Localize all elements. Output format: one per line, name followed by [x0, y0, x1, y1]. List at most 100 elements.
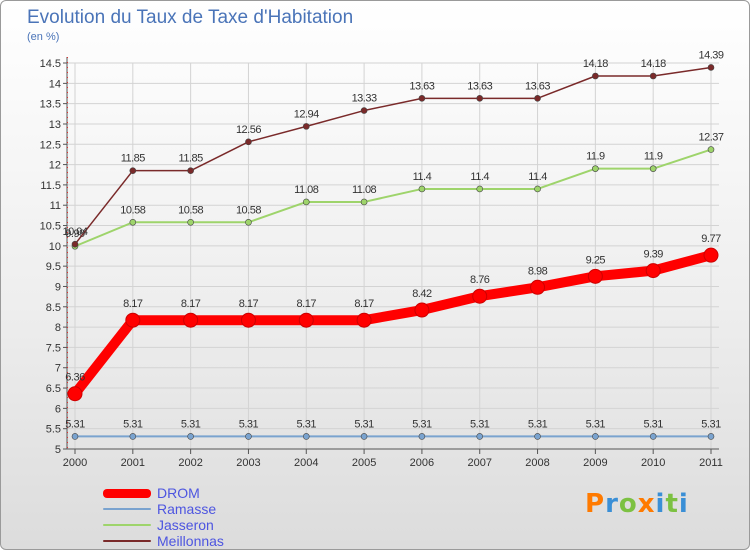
data-point-drom [472, 288, 488, 304]
logo-letter: t [665, 489, 679, 519]
x-tick-label: 2010 [641, 457, 665, 469]
y-tick-label: 11.5 [40, 180, 61, 192]
data-label-meillonnas: 14.39 [698, 49, 723, 61]
y-tick-label: 14.5 [40, 58, 61, 70]
legend-swatch-ramasse [103, 508, 151, 510]
chart-subtitle: (en %) [27, 31, 60, 43]
data-point-jasseron [592, 165, 599, 172]
y-tick-label: 12.5 [40, 139, 61, 151]
data-point-meillonnas [302, 123, 310, 130]
y-tick-label: 8.5 [46, 302, 61, 314]
data-point-ramasse [71, 433, 79, 440]
data-label-jasseron: 11.4 [413, 171, 432, 183]
logo-letter: P [585, 489, 606, 519]
data-label-jasseron: 11.9 [586, 151, 605, 163]
data-label-ramasse: 5.31 [297, 418, 317, 430]
data-label-ramasse: 5.31 [412, 418, 432, 430]
y-tick-label: 5.5 [46, 424, 61, 436]
data-point-drom [240, 312, 256, 328]
data-label-jasseron: 11.9 [644, 151, 663, 163]
data-point-meillonnas [592, 72, 599, 80]
data-point-jasseron [302, 198, 310, 206]
chart-title: Evolution du Taux de Taxe d'Habitation [27, 7, 354, 28]
data-point-ramasse [707, 433, 715, 440]
data-label-drom: 8.98 [528, 265, 548, 277]
data-label-drom: 9.25 [586, 254, 606, 266]
data-label-meillonnas: 12.94 [294, 108, 319, 120]
data-label-ramasse: 5.31 [65, 418, 85, 430]
data-label-drom: 8.17 [297, 298, 317, 310]
x-tick-label: 2005 [352, 457, 376, 469]
data-point-ramasse [534, 433, 541, 440]
data-point-meillonnas [187, 167, 194, 174]
legend-item-jasseron: Jasseron [103, 517, 224, 533]
data-label-jasseron: 11.08 [352, 184, 377, 196]
data-point-ramasse [302, 433, 310, 440]
legend-swatch-drom [103, 488, 151, 498]
data-point-jasseron [418, 185, 426, 193]
y-tick-label: 12 [49, 160, 61, 172]
data-point-ramasse [129, 433, 137, 440]
data-label-ramasse: 5.31 [528, 418, 548, 430]
x-tick-label: 2003 [236, 457, 260, 469]
data-point-jasseron [649, 165, 657, 172]
x-tick-label: 2004 [294, 457, 318, 469]
legend-item-ramasse: Ramasse [103, 501, 224, 517]
data-label-jasseron: 10.58 [236, 204, 261, 216]
y-tick-label: 6.5 [46, 383, 61, 395]
legend-item-drom: DROM [103, 485, 224, 501]
x-tick-label: 2008 [525, 457, 549, 469]
x-tick-label: 2001 [121, 457, 145, 469]
data-label-meillonnas: 12.56 [236, 124, 261, 136]
y-tick-label: 5 [55, 444, 61, 456]
data-label-jasseron: 11.4 [470, 171, 489, 183]
x-tick-label: 2007 [467, 457, 491, 469]
data-point-ramasse [418, 433, 426, 440]
data-point-drom [703, 247, 719, 263]
data-label-meillonnas: 13.63 [525, 80, 550, 92]
x-tick-label: 2011 [699, 457, 723, 469]
legend: DROM Ramasse Jasseron Meillonnas [103, 485, 224, 549]
data-point-jasseron [707, 146, 715, 153]
data-label-ramasse: 5.31 [354, 418, 374, 430]
data-label-drom: 8.76 [470, 274, 490, 286]
data-label-meillonnas: 13.63 [409, 80, 434, 92]
data-point-drom [298, 312, 314, 328]
data-label-meillonnas: 13.63 [467, 80, 492, 92]
data-label-drom: 8.17 [354, 298, 374, 310]
y-tick-label: 10.5 [40, 221, 61, 233]
data-point-ramasse [187, 433, 194, 440]
data-label-ramasse: 5.31 [123, 418, 143, 430]
x-tick-label: 2002 [178, 457, 202, 469]
legend-label-meillonnas: Meillonnas [157, 533, 224, 549]
logo-letter: o [618, 489, 638, 519]
data-point-jasseron [245, 218, 252, 226]
legend-item-meillonnas: Meillonnas [103, 533, 224, 549]
data-label-jasseron: 11.4 [528, 171, 547, 183]
data-point-meillonnas [129, 167, 137, 174]
data-point-ramasse [476, 433, 484, 440]
series-line-drom [70, 250, 716, 399]
data-point-drom [414, 302, 430, 318]
legend-swatch-meillonnas [103, 540, 151, 542]
data-point-jasseron [476, 185, 484, 193]
data-point-meillonnas [534, 95, 541, 102]
data-point-meillonnas [707, 64, 715, 71]
data-label-meillonnas: 13.33 [352, 93, 377, 105]
logo-letter: r [605, 489, 619, 519]
y-tick-label: 9.5 [46, 261, 61, 273]
data-label-drom: 8.17 [181, 298, 201, 310]
data-point-meillonnas [476, 95, 484, 102]
data-label-ramasse: 5.31 [586, 418, 606, 430]
legend-label-ramasse: Ramasse [157, 501, 217, 517]
legend-swatch-jasseron [103, 524, 151, 526]
data-label-meillonnas: 14.18 [641, 58, 666, 70]
y-tick-label: 6 [55, 403, 61, 415]
proxiti-logo: Proxiti [585, 489, 689, 519]
logo-letter: x [637, 489, 656, 519]
y-tick-label: 11 [50, 200, 61, 212]
data-label-ramasse: 5.31 [643, 418, 663, 430]
data-point-meillonnas [649, 72, 657, 80]
